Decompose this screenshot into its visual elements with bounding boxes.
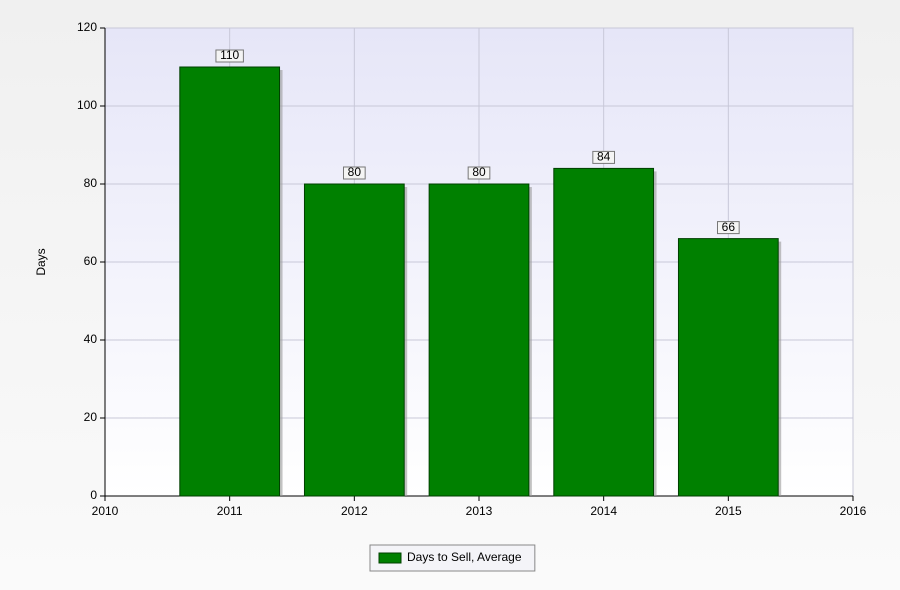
y-tick-label: 60 [84,254,98,268]
data-label-box [342,166,366,180]
x-tick-label: 2016 [840,504,867,518]
y-tick-label: 40 [84,332,98,346]
y-axis-label: Days [34,248,48,275]
data-label-box [592,150,616,164]
legend-label: Days to Sell, Average [407,550,522,564]
data-label-box [215,49,244,63]
y-tick-label: 120 [77,20,97,34]
data-label: 80 [472,165,486,179]
data-label: 84 [597,150,611,164]
data-label: 80 [348,165,362,179]
bar [677,238,779,497]
y-tick-label: 0 [90,488,97,502]
x-tick-label: 2012 [341,504,368,518]
y-tick-label: 100 [77,98,97,112]
bar [303,183,405,497]
bar [179,66,281,497]
data-label-box [467,166,491,180]
x-tick-label: 2011 [217,504,243,518]
x-tick-label: 2010 [92,504,119,518]
data-label-box [716,221,740,235]
bar [553,167,655,497]
legend-swatch [378,552,402,564]
data-label: 66 [722,220,736,234]
bar [428,183,530,497]
x-tick-label: 2014 [590,504,617,518]
x-tick-label: 2015 [715,504,742,518]
y-tick-label: 20 [84,410,98,424]
x-tick-label: 2013 [466,504,493,518]
data-label: 110 [220,48,239,62]
y-tick-label: 80 [84,176,98,190]
